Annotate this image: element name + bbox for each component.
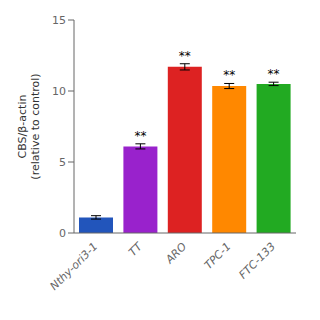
svg-text:ARO: ARO: [162, 240, 189, 267]
svg-text:Nthy-ori3-1: Nthy-ori3-1: [47, 240, 100, 293]
svg-text:**: **: [268, 67, 280, 81]
svg-text:TPC-1: TPC-1: [202, 240, 234, 272]
svg-text:**: **: [179, 49, 191, 63]
svg-text:15: 15: [52, 14, 66, 27]
svg-text:10: 10: [52, 85, 66, 98]
svg-text:FTC-133: FTC-133: [237, 240, 279, 282]
svg-text:**: **: [223, 68, 235, 82]
svg-text:TT: TT: [126, 239, 146, 259]
svg-text:**: **: [134, 129, 146, 143]
svg-text:5: 5: [59, 156, 66, 169]
svg-text:0: 0: [59, 227, 66, 240]
svg-text:CBS/β-actin(relative to contro: CBS/β-actin(relative to control): [16, 73, 42, 179]
